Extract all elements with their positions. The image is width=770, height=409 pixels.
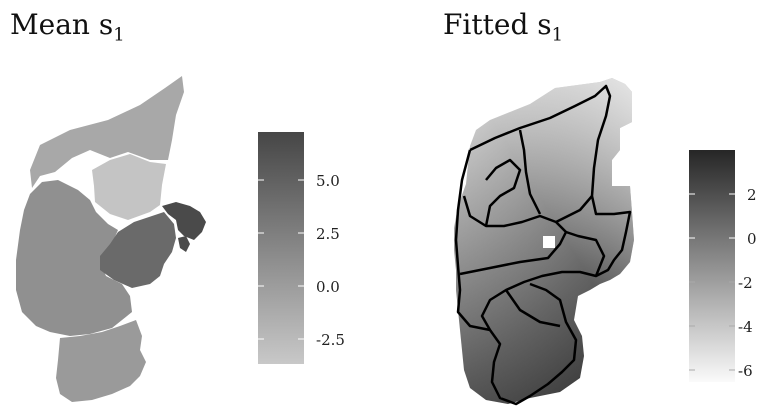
mean-legend-tick: 5.0	[316, 172, 340, 190]
region-east-center	[92, 154, 166, 220]
fitted-legend-tick: 2	[747, 186, 757, 204]
panel-title-mean-subscript: 1	[113, 24, 125, 46]
fitted-colorbar	[689, 150, 735, 382]
fitted-map	[454, 78, 634, 406]
mean-legend-tick: 0.0	[316, 278, 340, 296]
fitted-borders	[454, 84, 632, 406]
panel-title-mean: Mean s1	[10, 8, 125, 46]
panel-title-fitted-subscript: 1	[551, 24, 564, 46]
fitted-legend-tick: -6	[738, 362, 753, 380]
fitted-gap	[543, 236, 555, 248]
mean-map	[16, 76, 206, 402]
region-south	[56, 320, 146, 402]
region-east-peninsula	[162, 202, 206, 240]
region-east-island	[178, 236, 190, 252]
mean-legend-tick: 2.5	[316, 225, 340, 243]
panel-title-fitted-main: Fitted s	[443, 8, 552, 41]
fitted-legend-tick: -4	[738, 318, 753, 336]
panel-title-fitted: Fitted s1	[443, 8, 563, 46]
mean-legend-tick: -2.5	[316, 331, 345, 349]
panel-title-mean-main: Mean s	[10, 8, 114, 41]
fitted-legend-tick: -2	[738, 274, 753, 292]
mean-colorbar	[258, 132, 304, 364]
region-west	[16, 180, 132, 336]
region-north	[30, 76, 184, 188]
mean-legend: 5.0 2.5 0.0 -2.5	[258, 132, 345, 364]
fitted-legend: 2 0 -2 -4 -6	[689, 150, 757, 382]
fitted-legend-tick: 0	[747, 230, 757, 248]
region-east	[100, 212, 176, 288]
